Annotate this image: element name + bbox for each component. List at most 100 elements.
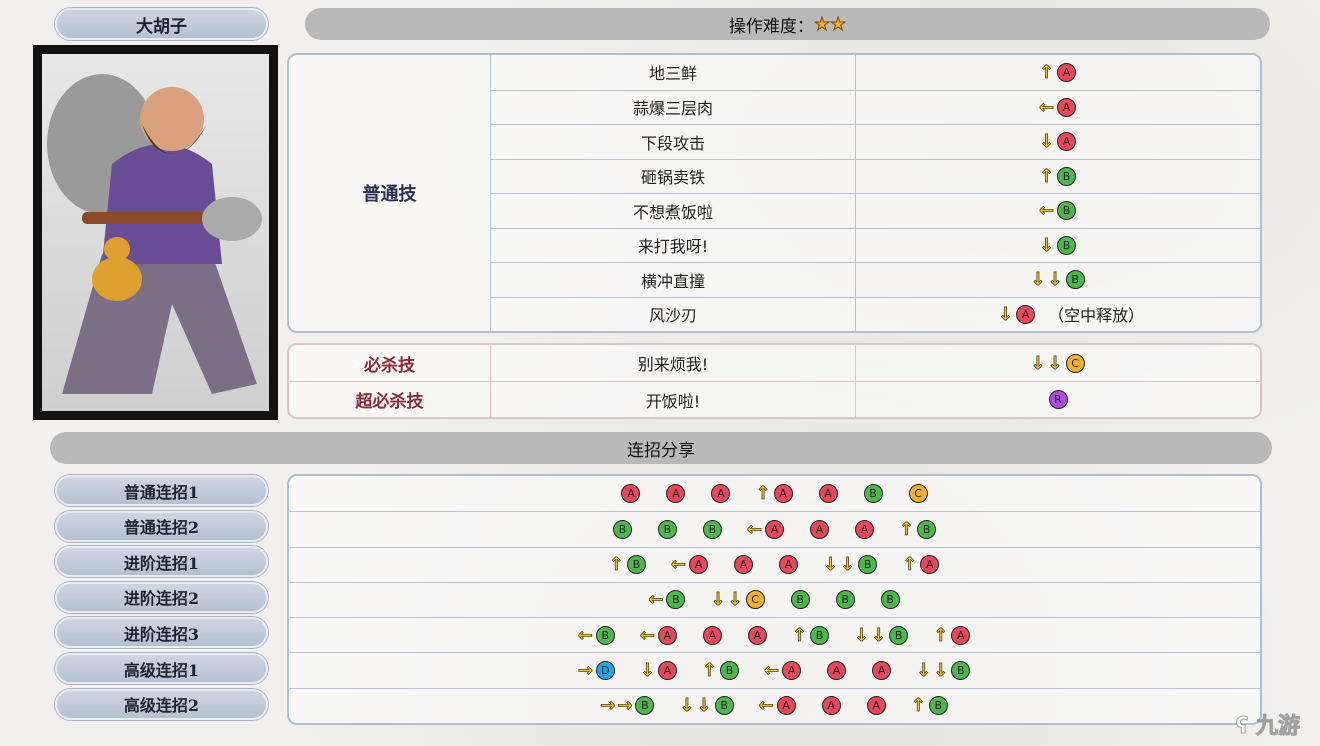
button-B-icon: B <box>714 696 734 716</box>
input-token: R <box>1047 390 1070 409</box>
difficulty-stars: ★★ <box>813 13 847 35</box>
arrow-down-icon: ↓ <box>696 695 712 717</box>
skill-row: 来打我呀! ↓ B <box>491 227 1260 262</box>
skill-name: 别来烦我! <box>491 345 856 381</box>
button-C-icon: C <box>1065 353 1085 373</box>
arrow-down-icon: ↓ <box>1047 269 1063 291</box>
skill-name: 不想煮饭啦 <box>491 194 856 228</box>
arrow-down-icon: ↓ <box>1030 352 1046 374</box>
button-B-icon: B <box>889 625 909 645</box>
arrow-left-icon: ← <box>648 589 664 611</box>
button-A-icon: A <box>657 661 677 681</box>
input-token: A <box>817 484 840 504</box>
skill-name: 砸锅卖铁 <box>491 159 856 193</box>
button-B-icon: B <box>880 590 900 610</box>
arrow-left-icon: ← <box>746 518 763 541</box>
arrow-up-icon: ↑ <box>902 554 918 576</box>
button-B-icon: B <box>1057 166 1077 186</box>
special-skills-table: 必杀技 别来烦我! ↓ ↓ C 超必杀技 开饭啦! R <box>287 343 1262 419</box>
combo-row: B B B ← A A A ↑ B <box>289 511 1260 546</box>
button-A-icon: A <box>688 555 708 575</box>
combo-row: ← B ↓ ↓ C B B B <box>289 581 1260 617</box>
arrow-down-icon: ↓ <box>854 624 870 646</box>
combo-label: 普通连招2 <box>55 510 268 542</box>
arrow-left-icon: ← <box>670 554 686 576</box>
button-A-icon: A <box>855 519 874 539</box>
skill-input: ← A <box>856 91 1260 125</box>
skill-input: ↓ ↓ C <box>856 345 1260 381</box>
arrow-up-icon: ↑ <box>899 518 915 541</box>
character-name-text: 大胡子 <box>136 16 187 37</box>
input-token: ← B <box>1038 200 1078 222</box>
button-C-icon: C <box>745 590 765 610</box>
arrow-down-icon: ↓ <box>710 589 726 611</box>
skill-name: 地三鲜 <box>491 55 856 90</box>
input-token: A <box>732 555 755 575</box>
combo-table: A A A ↑ A A B C B B B ← A A A ↑ B ↑ B ← A A A ↓ ↓ B ↑ A ← B ↓ ↓ C B B B ← B ← A… <box>287 474 1262 725</box>
button-A-icon: A <box>747 625 767 645</box>
button-B-icon: B <box>657 519 677 539</box>
input-token: B <box>879 590 902 610</box>
arrow-left-icon: ← <box>1038 200 1055 222</box>
button-A-icon: A <box>818 484 838 504</box>
button-A-icon: A <box>866 696 886 716</box>
button-A-icon: A <box>773 484 793 504</box>
arrow-up-icon: ↑ <box>1038 165 1055 187</box>
input-token: ↑ B <box>791 624 831 646</box>
combo-label: 进阶连招1 <box>55 546 268 578</box>
input-token: ↑ B <box>910 695 950 717</box>
input-token: ← A <box>670 554 710 576</box>
star-icon: ★ <box>829 13 847 35</box>
button-A-icon: A <box>1057 97 1077 117</box>
input-token: C <box>907 484 930 504</box>
button-A-icon: A <box>776 696 796 716</box>
button-B-icon: B <box>917 519 937 539</box>
arrow-down-icon: ↓ <box>679 695 695 717</box>
button-B-icon: B <box>1065 270 1085 290</box>
button-A-icon: A <box>657 625 677 645</box>
arrow-down-icon: ↓ <box>933 660 949 682</box>
input-token: A <box>746 625 769 645</box>
button-B-icon: B <box>720 661 739 681</box>
input-token: ↑ A <box>1038 61 1078 83</box>
button-A-icon: A <box>920 555 940 575</box>
input-token: → → B <box>599 695 656 717</box>
button-A-icon: A <box>1057 62 1077 82</box>
input-token: B <box>834 590 857 610</box>
input-token: A <box>709 484 732 504</box>
normal-skills-table: 普通技 地三鲜 ↑ A 蒜爆三层肉 ← A 下段攻击 ↓ A 砸锅卖铁 ↑ B 不想煮饭啦 ← B 来打我呀!… <box>287 53 1262 333</box>
arrow-down-icon: ↓ <box>840 554 856 576</box>
button-B-icon: B <box>863 484 883 504</box>
button-B-icon: B <box>835 590 855 610</box>
special-skill-row: 超必杀技 开饭啦! R <box>289 381 1260 417</box>
input-token: A <box>701 625 724 645</box>
button-B-icon: B <box>666 590 686 610</box>
input-token: ↓ ↓ C <box>709 589 766 611</box>
arrow-left-icon: ← <box>1038 96 1055 118</box>
button-B-icon: B <box>790 590 810 610</box>
arrow-up-icon: ↑ <box>791 624 808 646</box>
input-token: B <box>656 519 679 539</box>
arrow-right-icon: → <box>617 695 633 717</box>
arrow-down-icon: ↓ <box>639 660 655 682</box>
skill-row: 砸锅卖铁 ↑ B <box>491 158 1260 193</box>
difficulty-label: 操作难度： <box>728 16 814 37</box>
input-token: A <box>865 696 888 716</box>
arrow-down-icon: ↓ <box>998 303 1014 325</box>
button-A-icon: A <box>782 661 802 681</box>
skill-input: R <box>856 382 1260 417</box>
skill-row: 不想煮饭啦 ← B <box>491 193 1260 228</box>
input-token: ↑ B <box>701 660 741 681</box>
arrow-down-icon: ↓ <box>822 554 839 576</box>
character-name: 大胡子 <box>55 8 268 40</box>
difficulty-bar: 操作难度： ★★ <box>305 8 1270 40</box>
skill-row: 横冲直撞 ↓ ↓ B <box>491 262 1260 297</box>
input-token: B <box>611 519 634 539</box>
skill-input: ↓ A （空中释放） <box>856 298 1260 332</box>
input-token: ↓ ↓ B <box>915 660 972 681</box>
button-R-icon: R <box>1048 390 1068 409</box>
button-B-icon: B <box>1057 201 1077 221</box>
arrow-down-icon: ↓ <box>1038 234 1055 256</box>
special-skill-row: 必杀技 别来烦我! ↓ ↓ C <box>289 345 1260 381</box>
arrow-left-icon: ← <box>639 624 655 646</box>
